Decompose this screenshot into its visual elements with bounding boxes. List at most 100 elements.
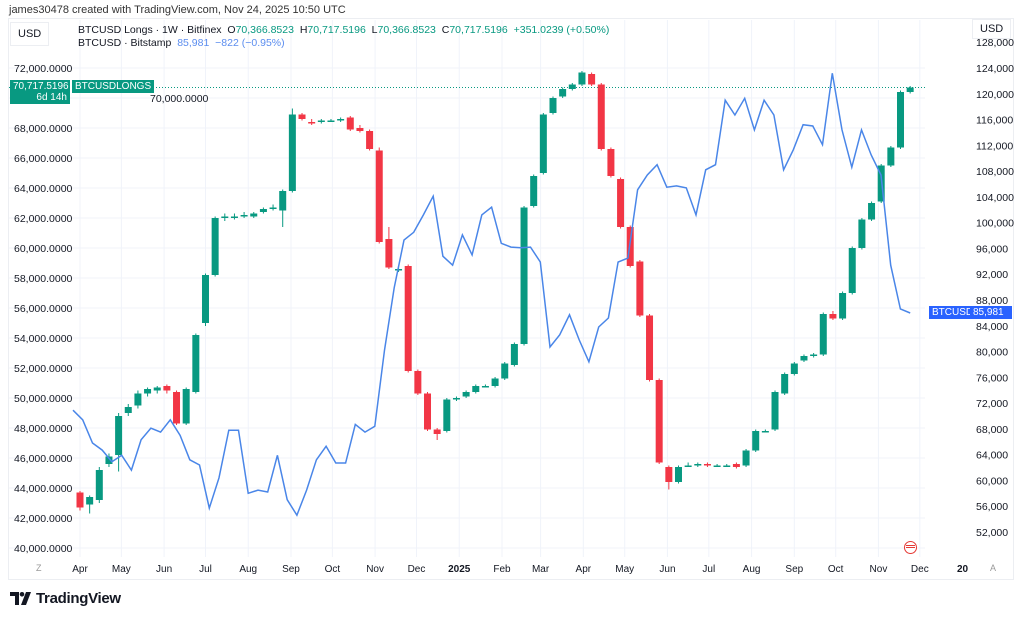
x-tick-label: Mar: [532, 564, 550, 575]
candle-body: [703, 464, 711, 466]
x-tick-label: Jul: [199, 564, 212, 575]
x-tick-label: Nov: [366, 564, 384, 575]
legend-series2[interactable]: BTCUSD · Bitstamp 85,981 −822 (−0.95%): [78, 37, 285, 49]
candle-body: [201, 275, 209, 323]
x-tick-label: Jun: [156, 564, 172, 575]
left-price-tag: 70,717.5196 6d 14h: [10, 80, 70, 104]
candle-body: [298, 114, 306, 119]
right-tick-label: 92,000: [976, 269, 1008, 281]
candle-body: [317, 120, 325, 122]
x-tick-label: Oct: [325, 564, 341, 575]
candle-body: [346, 117, 354, 130]
candle-body: [153, 387, 161, 391]
candle-body: [279, 191, 287, 211]
candle-body: [530, 176, 538, 206]
candle-body: [424, 393, 432, 430]
candle-body: [443, 399, 451, 431]
candle-body: [163, 386, 171, 391]
right-tick-label: 112,000: [976, 140, 1013, 152]
candle-body: [240, 215, 248, 217]
legend-series1[interactable]: BTCUSD Longs · 1W · Bitfinex O70,366.852…: [78, 24, 610, 36]
candle-body: [607, 149, 615, 176]
x-tick-label: Feb: [493, 564, 511, 575]
chart-credit: james30478 created with TradingView.com,…: [9, 4, 346, 16]
candle-body: [221, 216, 229, 218]
tradingview-logo-icon: [10, 592, 31, 605]
right-tick-label: 76,000: [976, 372, 1008, 384]
right-tick-label: 72,000: [976, 398, 1008, 410]
left-tick-label: 60,000.0000: [14, 243, 73, 255]
candle-body: [655, 380, 663, 463]
left-tick-label: 66,000.0000: [14, 153, 73, 165]
candle-body: [144, 389, 152, 394]
left-currency-button[interactable]: USD: [10, 22, 50, 46]
right-tick-label: 64,000: [976, 450, 1008, 462]
left-tick-label: 44,000.0000: [14, 483, 73, 495]
right-tick-label: 56,000: [976, 501, 1008, 513]
candle-body: [250, 213, 258, 217]
candle-body: [568, 84, 576, 89]
candle-body: [771, 392, 779, 430]
candle-body: [646, 315, 654, 380]
candle-body: [86, 497, 94, 505]
candle-body: [597, 84, 605, 149]
candle-body: [906, 87, 914, 92]
candle-body: [375, 150, 383, 242]
candle-body: [327, 120, 335, 122]
x-tick-label: Aug: [239, 564, 257, 575]
left-tick-label: 64,000.0000: [14, 183, 73, 195]
candle-body: [182, 389, 190, 424]
timezone-button[interactable]: Z: [36, 563, 42, 573]
left-tick-label: 46,000.0000: [14, 453, 73, 465]
candle-body: [761, 431, 769, 433]
candle-body: [539, 114, 547, 173]
x-tick-label: Apr: [576, 564, 592, 575]
x-tick-label: Sep: [282, 564, 300, 575]
right-tick-label: 80,000: [976, 347, 1008, 359]
candle-body: [452, 398, 460, 400]
left-tick-label: 40,000.0000: [14, 543, 73, 555]
candle-body: [472, 386, 480, 392]
x-tick-label: Sep: [785, 564, 803, 575]
right-tick-label: 60,000: [976, 475, 1008, 487]
candle-body: [173, 392, 181, 424]
us-flag-event-icon[interactable]: [904, 541, 917, 554]
candle-body: [414, 371, 422, 394]
candle-body: [134, 393, 142, 406]
candles: [76, 71, 914, 514]
left-tick-label: 72,000.0000: [14, 63, 73, 75]
candle-body: [858, 219, 866, 248]
candle-body: [810, 354, 818, 356]
candle-body: [269, 207, 277, 209]
candle-body: [337, 119, 345, 121]
candle-body: [259, 209, 267, 212]
auto-scale-button[interactable]: A: [990, 563, 997, 573]
tradingview-logo[interactable]: TradingView: [10, 590, 121, 607]
grid: [9, 20, 925, 557]
right-price-tag: 85,981: [970, 306, 1012, 319]
candle-body: [742, 450, 750, 466]
right-symbol-tag: BTCUSD: [929, 306, 977, 319]
candle-body: [559, 89, 567, 97]
right-tick-label: 104,000: [976, 192, 1014, 204]
candle-body: [481, 386, 489, 388]
candle-body: [491, 378, 499, 386]
right-tick-label: 116,000: [976, 115, 1013, 127]
candle-body: [713, 465, 721, 467]
right-tick-label: 88,000: [976, 295, 1008, 307]
candle-body: [308, 122, 316, 124]
chart-frame: [8, 18, 1014, 580]
candle-body: [520, 207, 528, 344]
x-tick-label: Nov: [870, 564, 888, 575]
right-tick-label: 96,000: [976, 243, 1008, 255]
x-tick-label: 20: [957, 564, 969, 575]
right-currency-button[interactable]: USD: [972, 19, 1012, 39]
candle-body: [829, 314, 837, 319]
right-tick-label: 84,000: [976, 321, 1008, 333]
candle-body: [578, 72, 586, 85]
candle-body: [848, 248, 856, 293]
candle-body: [839, 293, 847, 319]
right-axis: 52,000 56,000 60,000 64,000 68,000 72,000 76,0…: [976, 37, 1014, 539]
candle-body: [192, 335, 200, 392]
